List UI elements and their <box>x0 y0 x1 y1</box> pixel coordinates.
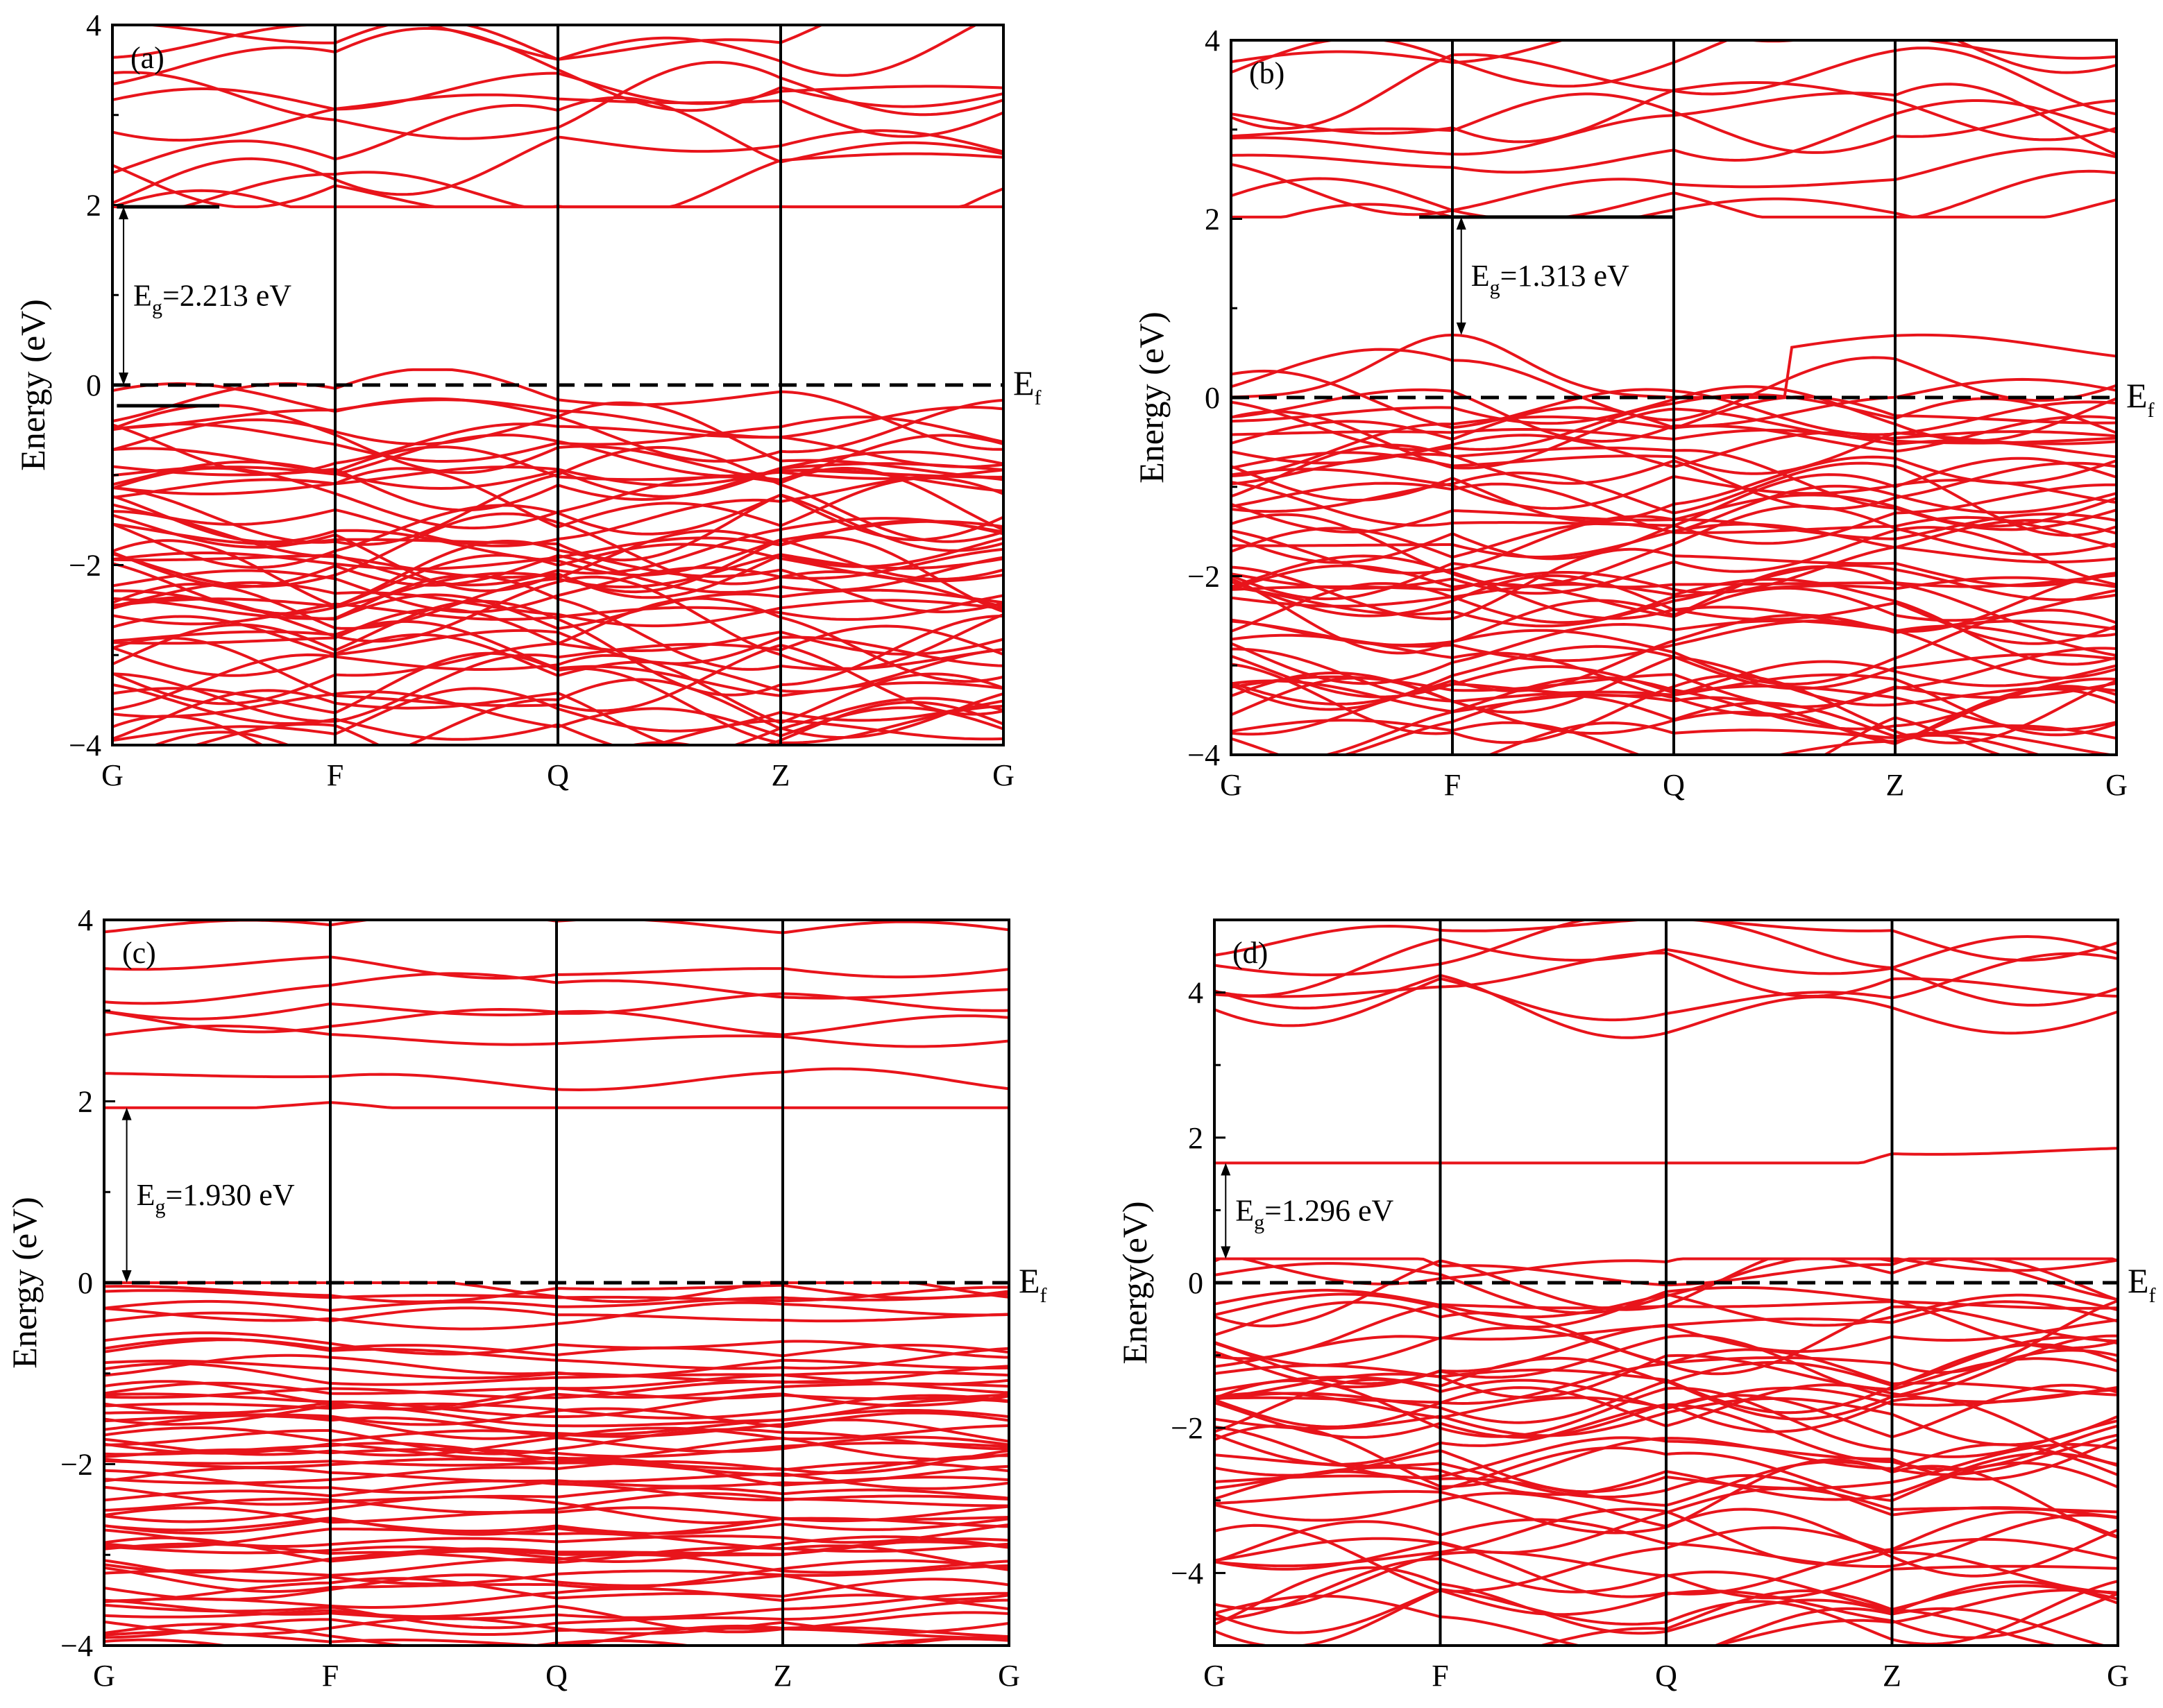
valence-band-26 <box>1231 716 2005 755</box>
kpoint-label-g: G <box>101 758 124 792</box>
y-tick-label: 2 <box>1205 203 1220 237</box>
kpoint-label-g: G <box>2107 1659 2129 1693</box>
y-axis-title: Energy (eV) <box>1132 311 1171 484</box>
kpoint-label-f: F <box>1444 768 1461 802</box>
kpoint-label-f: F <box>322 1659 339 1693</box>
y-tick-label: 4 <box>78 903 93 937</box>
valence-band-58 <box>104 1624 1009 1646</box>
y-tick-label: −2 <box>69 549 101 583</box>
y-tick-label: −2 <box>1187 560 1220 594</box>
y-tick-label: 0 <box>1188 1266 1203 1300</box>
kpoint-label-z: Z <box>774 1659 792 1693</box>
y-tick-label: 2 <box>78 1085 93 1119</box>
kpoint-label-g: G <box>1203 1659 1225 1693</box>
y-tick-label: −4 <box>60 1629 93 1663</box>
kpoint-label-z: Z <box>1883 1659 1901 1693</box>
y-tick-label: −4 <box>69 728 101 762</box>
panel-tag: (b) <box>1249 56 1284 90</box>
panel-tag: (a) <box>130 41 164 75</box>
y-tick-label: 4 <box>1205 24 1220 58</box>
y-tick-label: 0 <box>86 368 101 402</box>
y-axis-title: Energy(eV) <box>1115 1201 1154 1364</box>
kpoint-label-q: Q <box>545 1659 568 1693</box>
panel-tag: (c) <box>122 936 156 970</box>
y-tick-label: 2 <box>86 189 101 223</box>
band-gap-label: Eg=2.213 eV <box>133 279 291 319</box>
band-gap-arrow <box>121 1107 132 1283</box>
fermi-label: Ef <box>1013 364 1042 409</box>
band-gap-label: Eg=1.313 eV <box>1471 259 1629 299</box>
kpoint-label-g: G <box>1220 768 1242 802</box>
valence-band-52 <box>1231 719 2117 755</box>
kpoint-label-q: Q <box>547 758 569 792</box>
band-gap-arrow <box>1456 216 1466 335</box>
valence-band-22 <box>1711 1607 2110 1646</box>
kpoint-label-g: G <box>992 758 1015 792</box>
y-axis-title: Energy (eV) <box>5 1197 44 1369</box>
y-tick-label: 4 <box>86 8 101 42</box>
band-gap-label: Eg=1.930 eV <box>137 1178 295 1218</box>
band-gap-arrow <box>119 207 129 385</box>
valence-band-44 <box>1214 1589 2118 1646</box>
y-tick-label: −2 <box>1171 1411 1203 1445</box>
y-tick-label: 0 <box>78 1266 93 1300</box>
conduction-band-9 <box>1231 40 2117 74</box>
panel-b: −4 −2 0 2 4 G F Q Z G Energy (eV) (b) Ef Eg=1.313 eV <box>1132 24 2155 802</box>
y-tick-label: 0 <box>1205 381 1220 415</box>
y-tick-label: −4 <box>1187 738 1220 772</box>
fermi-label: Ef <box>2128 1261 2156 1307</box>
y-tick-label: 4 <box>1188 976 1203 1010</box>
kpoint-label-z: Z <box>1886 768 1905 802</box>
kpoint-label-q: Q <box>1663 768 1685 802</box>
valence-band-25 <box>191 722 1003 745</box>
panel-tag: (d) <box>1232 936 1268 970</box>
kpoint-label-g: G <box>93 1659 115 1693</box>
fermi-label: Ef <box>2126 376 2155 422</box>
band-gap-label: Eg=1.296 eV <box>1235 1193 1393 1233</box>
conduction-band-5 <box>1214 920 2118 977</box>
y-tick-label: −2 <box>60 1448 93 1482</box>
conduction-band-6 <box>1214 920 2118 962</box>
kpoint-label-g: G <box>2105 768 2128 802</box>
y-tick-label: 2 <box>1188 1121 1203 1155</box>
fermi-label: Ef <box>1019 1261 1047 1307</box>
kpoint-label-z: Z <box>772 758 790 792</box>
panel-d: −4 −2 0 2 4 G F Q Z G Energy(eV) (d) Ef Eg=1.296 eV <box>1115 919 2156 1693</box>
y-tick-label: −4 <box>1171 1556 1203 1590</box>
kpoint-label-f: F <box>1432 1659 1448 1693</box>
kpoint-label-g: G <box>998 1659 1020 1693</box>
kpoint-label-q: Q <box>1655 1659 1677 1693</box>
panel-c: −4 −2 0 2 4 G F Q Z G Energy (eV) (c) Ef Eg=1.930 eV <box>5 903 1047 1693</box>
kpoint-label-f: F <box>327 758 343 792</box>
y-axis-title: Energy (eV) <box>13 299 52 471</box>
panel-a: −4 −2 0 2 4 G F Q Z G Energy (eV) (a) Ef Eg=2.213 eV <box>13 8 1042 792</box>
band-gap-arrow <box>1221 1163 1231 1259</box>
